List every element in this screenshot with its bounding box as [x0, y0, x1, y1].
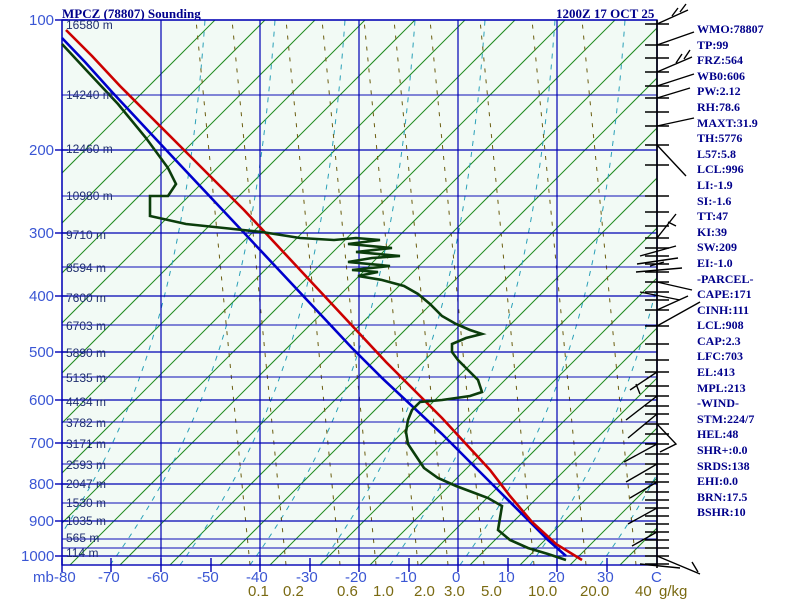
param-rh: RH:78.6	[697, 99, 740, 114]
altitude-label-12460: 12460 m	[66, 142, 113, 156]
param-srds: SRDS:138	[697, 458, 750, 473]
parcel-trace	[61, 37, 567, 557]
altitude-label-7600: 7600 m	[66, 291, 107, 305]
param-wb0: WB0:606	[697, 68, 745, 83]
pressure-tick-600: 600	[29, 392, 55, 409]
altitude-label-3171: 3171 m	[66, 437, 107, 451]
pressure-tick-marks	[55, 19, 68, 557]
param-stm: STM:224/7	[697, 411, 755, 426]
temp-tick--10: -10	[395, 569, 417, 586]
param-ki: KI:39	[697, 224, 727, 239]
altitude-label-5135: 5135 m	[66, 371, 107, 385]
temp-tick-30: 30	[597, 569, 614, 586]
mixing-unit-label: g/kg	[659, 583, 688, 600]
temp-tick-10: 10	[498, 569, 515, 586]
pressure-tick-900: 900	[29, 513, 55, 530]
altitude-label-14240: 14240 m	[66, 88, 113, 102]
altitude-label-2593: 2593 m	[66, 458, 107, 472]
altitude-label-8594: 8594 m	[66, 261, 107, 275]
altitude-label-3782: 3782 m	[66, 416, 107, 430]
mixing-tick-1.0: 1.0	[373, 583, 394, 600]
altitude-label-5890: 5890 m	[66, 346, 107, 360]
param-maxt: MAXT:31.9	[697, 115, 758, 130]
pressure-tick-800: 800	[29, 476, 55, 493]
altitude-label-4434: 4434 m	[66, 395, 107, 409]
altitude-label-16580: 16580 m	[66, 18, 113, 32]
param-mpl: MPL:213	[697, 380, 746, 395]
temp-tick--80: -80	[54, 569, 76, 586]
pressure-tick-100: 100	[29, 12, 55, 29]
mixing-tick-3.0: 3.0	[444, 583, 465, 600]
pressure-tick-700: 700	[29, 435, 55, 452]
timestamp-label: 1200Z 17 OCT 25	[556, 6, 655, 21]
temp-tick--50: -50	[197, 569, 219, 586]
temperature-unit-label: C	[651, 569, 662, 586]
param-si: SI:-1.6	[697, 193, 732, 208]
wind-section-header: -WIND-	[697, 396, 739, 411]
temp-tick--20: -20	[345, 569, 367, 586]
wind-barb-profile	[623, 3, 701, 575]
param-tp: TP:99	[697, 37, 729, 52]
param-bshr: BSHR:10	[697, 505, 746, 520]
temperature-trace	[65, 29, 583, 562]
param-cap: CAP:2.3	[697, 333, 741, 348]
param-lcl: LCL:996	[697, 162, 744, 177]
param-hel: HEL:48	[697, 427, 739, 442]
altitude-label-10980: 10980 m	[66, 189, 113, 203]
altitude-label-9710: 9710 m	[66, 228, 107, 242]
altitude-label-1530: 1530 m	[66, 496, 107, 510]
mixing-tick-5.0: 5.0	[481, 583, 502, 600]
param-wmo: WMO:78807	[697, 22, 764, 36]
parcel-section-header: -PARCEL-	[697, 271, 754, 286]
param-sw: SW:209	[697, 240, 738, 255]
pressure-tick-300: 300	[29, 225, 55, 242]
param-l57: L57:5.8	[697, 146, 736, 161]
mixing-ratio-lines	[195, 20, 637, 565]
temp-tick--30: -30	[296, 569, 318, 586]
param-cape: CAPE:171	[697, 287, 752, 302]
param-lcl-parcel: LCL:908	[697, 318, 744, 333]
mixing-tick-0.2: 0.2	[283, 583, 304, 600]
param-th: TH:5776	[697, 131, 743, 146]
mixing-tick-10.0: 10.0	[528, 583, 558, 600]
altitude-label-114: 114 m	[66, 546, 99, 560]
temp-tick-20: 20	[548, 569, 565, 586]
param-li: LI:-1.9	[697, 177, 733, 192]
param-brn: BRN:17.5	[697, 489, 748, 504]
mixing-tick-40: 40	[635, 583, 652, 600]
mixing-tick-2.0: 2.0	[414, 583, 435, 600]
param-ehi: EHI:0.0	[697, 474, 739, 489]
temp-tick--60: -60	[147, 569, 169, 586]
param-pw: PW:2.12	[697, 84, 741, 99]
param-frz: FRZ:564	[697, 53, 743, 68]
param-shr: SHR+:0.0	[697, 443, 748, 458]
dewpoint-trace	[61, 43, 567, 562]
altitude-label-2047: 2047 m	[66, 477, 107, 491]
temp-tick-0: 0	[452, 569, 461, 586]
altitude-label-565: 565 m	[66, 531, 100, 545]
param-tt: TT:47	[697, 209, 729, 224]
param-ei: EI:-1.0	[697, 255, 733, 270]
param-cinh: CINH:111	[697, 302, 750, 317]
mixing-tick-20.0: 20.0	[580, 583, 610, 600]
temperature-tick-marks	[61, 558, 608, 572]
wind-barbs	[623, 3, 701, 575]
temp-tick--40: -40	[246, 569, 268, 586]
page-title: MPCZ (78807) Sounding	[62, 6, 201, 21]
pressure-unit-label: mb	[33, 569, 54, 586]
altitude-label-1035: 1035 m	[66, 514, 107, 528]
pressure-tick-400: 400	[29, 288, 55, 305]
pressure-tick-500: 500	[29, 344, 55, 361]
temp-tick--70: -70	[98, 569, 120, 586]
mixing-tick-0.1: 0.1	[248, 583, 269, 600]
mixing-tick-0.6: 0.6	[337, 583, 358, 600]
pressure-tick-1000: 1000	[21, 548, 55, 565]
pressure-tick-200: 200	[29, 142, 55, 159]
param-el: EL:413	[697, 365, 736, 380]
altitude-label-6703: 6703 m	[66, 319, 107, 333]
param-lfc: LFC:703	[697, 349, 743, 364]
parameter-panel: WMO:78807 TP:99 FRZ:564 WB0:606 PW:2.12 …	[697, 22, 800, 521]
